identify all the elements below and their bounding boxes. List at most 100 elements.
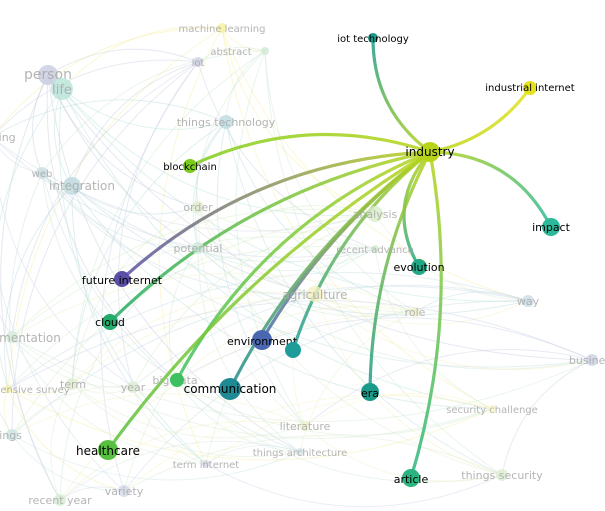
node-circle[interactable]: [170, 373, 184, 387]
faded-node[interactable]: iot: [192, 57, 205, 69]
highlighted-node[interactable]: industrial internet: [485, 81, 575, 95]
faded-node[interactable]: ensive survey: [0, 385, 70, 396]
node-circle[interactable]: [66, 378, 78, 390]
node-circle[interactable]: [63, 177, 81, 195]
background-link: [205, 444, 301, 465]
node-circle[interactable]: [183, 159, 197, 173]
faded-node[interactable]: way: [517, 295, 540, 308]
node-circle[interactable]: [51, 78, 73, 100]
node-circle[interactable]: [219, 115, 233, 129]
background-link: [132, 386, 207, 465]
faded-node[interactable]: recent advance: [336, 245, 414, 256]
highlighted-node[interactable]: environment: [227, 330, 298, 350]
node-circle[interactable]: [118, 485, 130, 497]
node-circle[interactable]: [361, 383, 379, 401]
faded-node[interactable]: life: [51, 78, 73, 100]
faded-node[interactable]: things architecture: [253, 448, 348, 459]
faded-node[interactable]: things: [0, 429, 22, 442]
node-circle[interactable]: [420, 142, 440, 162]
highlighted-node[interactable]: article: [394, 469, 429, 487]
node-circle[interactable]: [371, 245, 379, 253]
node-label: environment: [227, 335, 298, 348]
node-circle[interactable]: [402, 469, 420, 487]
node-circle[interactable]: [4, 385, 12, 393]
background-link: [71, 121, 227, 385]
node-circle[interactable]: [586, 354, 598, 366]
node-circle[interactable]: [368, 33, 378, 43]
node-circle[interactable]: [98, 440, 118, 460]
node-circle[interactable]: [192, 201, 204, 213]
node-circle[interactable]: [6, 331, 18, 343]
faded-node[interactable]: web: [32, 167, 53, 180]
node-circle[interactable]: [285, 342, 301, 358]
faded-node[interactable]: agriculture: [282, 286, 348, 302]
highlighted-node[interactable]: industry: [405, 142, 455, 162]
node-circle[interactable]: [411, 259, 427, 275]
highlighted-node[interactable]: era: [361, 383, 379, 401]
node-circle[interactable]: [219, 378, 241, 400]
node-circle[interactable]: [54, 494, 66, 506]
node-circle[interactable]: [296, 448, 304, 456]
background-link: [47, 74, 301, 453]
faded-node[interactable]: things security: [461, 469, 543, 482]
highlighted-node[interactable]: impact: [532, 218, 571, 236]
faded-node[interactable]: mentation: [0, 331, 61, 345]
faded-node[interactable]: abstract: [210, 47, 269, 58]
node-circle[interactable]: [217, 23, 227, 33]
node-circle[interactable]: [522, 295, 534, 307]
highlighted-node[interactable]: healthcare: [76, 440, 140, 460]
highlighted-node[interactable]: communication: [184, 378, 277, 400]
faded-node[interactable]: year: [121, 381, 146, 394]
faded-node[interactable]: term internet: [173, 460, 240, 471]
node-circle[interactable]: [193, 57, 203, 67]
node-circle[interactable]: [38, 65, 58, 85]
faded-node[interactable]: analysis: [353, 206, 398, 222]
faded-node[interactable]: machine learning: [179, 23, 266, 35]
node-circle[interactable]: [542, 218, 560, 236]
node-circle[interactable]: [127, 381, 139, 393]
background-link: [221, 27, 493, 410]
node-circle[interactable]: [102, 314, 118, 330]
highlighted-node[interactable]: future internet: [82, 271, 163, 287]
faded-node[interactable]: potential: [174, 242, 223, 255]
faded-node[interactable]: ting: [0, 131, 16, 144]
node-circle[interactable]: [261, 47, 269, 55]
background-link: [0, 27, 223, 129]
highlighted-node[interactable]: [170, 373, 184, 387]
node-circle[interactable]: [523, 81, 537, 95]
node-circle[interactable]: [252, 330, 272, 350]
faded-node[interactable]: integration: [49, 177, 115, 195]
node-circle[interactable]: [410, 307, 420, 317]
node-label: evolution: [393, 261, 444, 274]
highlighted-node[interactable]: cloud: [95, 314, 125, 330]
highlighted-node[interactable]: iot technology: [337, 33, 409, 45]
node-circle[interactable]: [300, 421, 310, 431]
faded-node[interactable]: term: [60, 378, 86, 391]
highlighted-node[interactable]: [285, 342, 301, 358]
node-circle[interactable]: [36, 167, 48, 179]
node-circle[interactable]: [6, 429, 18, 441]
node-circle[interactable]: [488, 405, 496, 413]
node-circle[interactable]: [192, 242, 204, 254]
highlighted-node[interactable]: evolution: [393, 259, 445, 275]
node-circle[interactable]: [114, 271, 130, 287]
faded-node[interactable]: security challenge: [446, 405, 538, 416]
background-link: [195, 50, 266, 249]
background-link: [304, 392, 493, 427]
node-circle[interactable]: [496, 469, 508, 481]
node-circle[interactable]: [367, 206, 383, 222]
node-circle[interactable]: [202, 460, 210, 468]
faded-node[interactable]: recent year: [28, 494, 92, 507]
faded-node[interactable]: literature: [280, 420, 331, 433]
faded-node[interactable]: variety: [105, 485, 144, 498]
focus-link: [368, 150, 432, 394]
node-label: role: [405, 306, 426, 319]
node-circle[interactable]: [307, 286, 323, 302]
faded-node[interactable]: order: [183, 201, 213, 214]
faded-node[interactable]: business m: [569, 354, 605, 367]
faded-node[interactable]: things technology: [177, 115, 276, 129]
faded-node[interactable]: role: [405, 306, 426, 319]
highlighted-node[interactable]: blockchain: [163, 159, 217, 173]
